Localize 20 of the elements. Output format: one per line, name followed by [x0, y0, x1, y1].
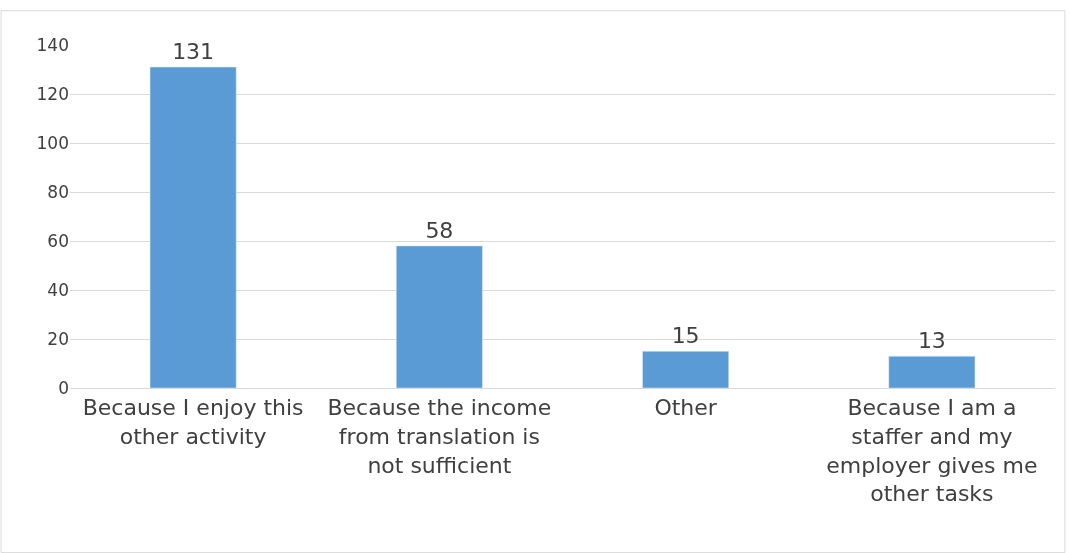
- y-tick-label: 20: [47, 328, 69, 349]
- data-label: 131: [172, 39, 215, 65]
- y-tick-label: 0: [58, 377, 69, 398]
- y-tick-label: 40: [47, 279, 69, 300]
- bar: [396, 245, 483, 388]
- y-tick-label: 60: [47, 230, 69, 251]
- x-tick-label: Because the income from translation is not sufficient: [327, 395, 552, 478]
- y-tick-label: 100: [36, 132, 69, 153]
- x-tick-label: Because I enjoy this other activity: [82, 395, 304, 449]
- data-label: 58: [425, 217, 454, 243]
- y-tick-label: 120: [36, 83, 69, 104]
- y-tick-label: 140: [36, 34, 69, 55]
- data-label: 15: [671, 323, 700, 349]
- data-label: 13: [917, 328, 946, 354]
- bar: [888, 355, 976, 388]
- x-tick-label: Because I am a staffer and my employer gives me other tasks: [826, 395, 1038, 507]
- bar: [642, 351, 729, 388]
- y-tick-label: 80: [47, 181, 69, 202]
- bar: [149, 66, 237, 388]
- x-tick-label: Other: [654, 395, 718, 421]
